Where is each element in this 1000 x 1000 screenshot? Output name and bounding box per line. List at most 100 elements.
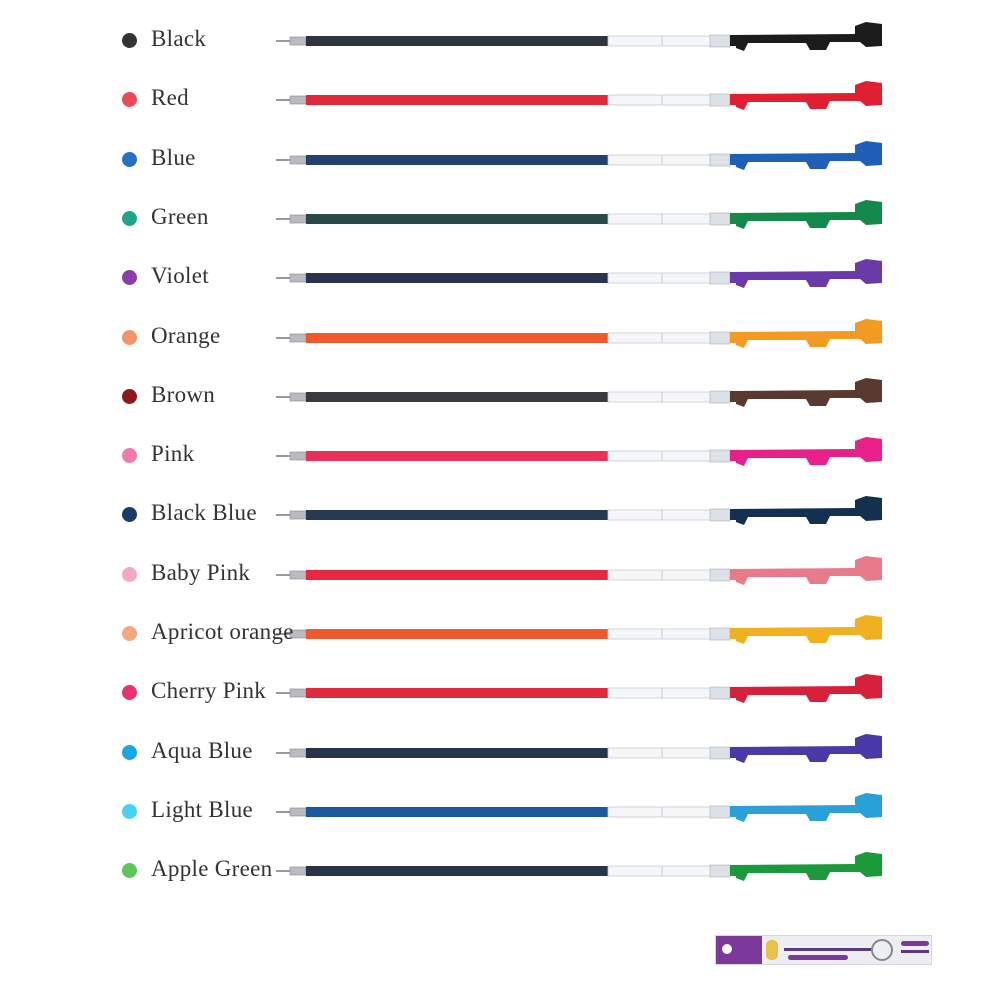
refill-metal-tip	[289, 392, 307, 402]
refill-connector	[709, 93, 731, 107]
refill-connector	[709, 746, 731, 759]
color-dot	[122, 803, 137, 819]
refill-clip	[730, 199, 882, 229]
refill-connector	[709, 864, 731, 878]
refill-connector	[709, 34, 731, 48]
color-dot	[122, 270, 137, 286]
color-dot	[122, 863, 137, 879]
color-dot	[122, 566, 137, 582]
package-label	[716, 936, 762, 964]
refill-image	[276, 259, 882, 289]
refill-clip	[730, 318, 882, 348]
refill-connector	[709, 805, 731, 819]
color-label: Aqua Blue	[151, 737, 253, 763]
refill-image	[276, 81, 882, 111]
refill-ink-tube	[306, 154, 608, 165]
color-label: Red	[151, 85, 189, 111]
refill-image	[276, 22, 882, 51]
refill-connector	[709, 509, 731, 522]
refill-ink-tube	[306, 569, 608, 580]
refill-connector	[709, 686, 731, 700]
refill-ink-tube	[306, 629, 608, 639]
refill-clip	[730, 615, 882, 644]
refill-connector	[709, 153, 731, 166]
refill-row: Pink	[0, 435, 1000, 475]
refill-ink-tube	[306, 510, 608, 521]
color-dot	[122, 33, 137, 48]
refill-clip	[730, 555, 882, 585]
refill-row: Black Blue	[0, 494, 1000, 534]
color-label: Cherry Pink	[151, 678, 267, 704]
refill-metal-tip	[289, 214, 307, 224]
refill-metal-tip	[289, 807, 307, 817]
refill-ink-tube	[306, 95, 608, 106]
color-label: Brown	[151, 381, 216, 407]
refill-row: Red	[0, 79, 1000, 119]
refill-connector	[709, 627, 731, 641]
refill-clip	[730, 496, 882, 526]
refill-image	[276, 318, 882, 348]
refill-clip	[730, 733, 882, 763]
color-label: Pink	[151, 441, 195, 467]
refill-row: Black	[0, 20, 1000, 60]
refill-image	[276, 555, 882, 585]
refill-clip	[730, 259, 882, 289]
refill-metal-tip	[289, 451, 307, 461]
refill-metal-tip	[289, 688, 307, 698]
refill-ink-tube	[306, 866, 608, 877]
refill-clip	[730, 674, 882, 704]
refill-metal-tip	[289, 155, 307, 164]
package-emblem	[766, 940, 778, 960]
color-label: Blue	[151, 144, 196, 170]
color-label: Black Blue	[151, 500, 257, 526]
color-dot	[122, 685, 137, 701]
refill-row: Orange	[0, 317, 1000, 357]
refill-metal-tip	[289, 511, 307, 520]
refill-clip	[730, 22, 882, 51]
refill-metal-tip	[289, 95, 307, 105]
color-label: Green	[151, 203, 209, 229]
color-dot	[122, 388, 137, 404]
refill-connector	[709, 449, 731, 463]
refill-ink-tube	[306, 213, 608, 224]
refill-image	[276, 733, 882, 763]
refill-metal-tip	[289, 333, 307, 342]
refill-ink-tube	[306, 273, 608, 284]
refill-metal-tip	[289, 570, 307, 579]
color-dot	[122, 507, 137, 523]
refill-row: Violet	[0, 257, 1000, 297]
refill-connector	[709, 212, 731, 226]
refill-row: Apple Green	[0, 850, 1000, 890]
color-label: Black	[151, 26, 207, 51]
refill-connector	[709, 331, 731, 344]
refill-image	[276, 199, 882, 229]
refill-ink-tube	[306, 688, 608, 699]
refill-ink-tube	[306, 36, 608, 46]
refill-connector	[709, 271, 731, 285]
refill-metal-tip	[289, 748, 307, 757]
refill-row: Brown	[0, 376, 1000, 416]
refill-ink-tube	[306, 806, 608, 817]
refill-image	[276, 140, 882, 170]
refill-connector	[709, 390, 731, 404]
color-dot	[122, 210, 137, 226]
refill-ink-tube	[306, 451, 608, 462]
color-dot	[122, 92, 137, 108]
refill-clip	[730, 852, 882, 882]
refill-row: Green	[0, 198, 1000, 238]
package-image	[715, 935, 932, 965]
refill-clip	[730, 377, 882, 407]
refill-metal-tip	[289, 36, 307, 46]
refill-row: Blue	[0, 139, 1000, 179]
refill-image	[276, 377, 882, 407]
refill-ink-tube	[306, 747, 608, 758]
refill-row: Cherry Pink	[0, 672, 1000, 712]
color-dot	[122, 448, 137, 464]
refill-image	[276, 437, 882, 467]
color-dot	[122, 329, 137, 345]
package-refill-drawing	[784, 948, 872, 951]
refill-image	[276, 615, 882, 644]
refill-image	[276, 674, 882, 704]
refill-row: Baby Pink	[0, 554, 1000, 594]
refill-clip	[730, 81, 882, 111]
